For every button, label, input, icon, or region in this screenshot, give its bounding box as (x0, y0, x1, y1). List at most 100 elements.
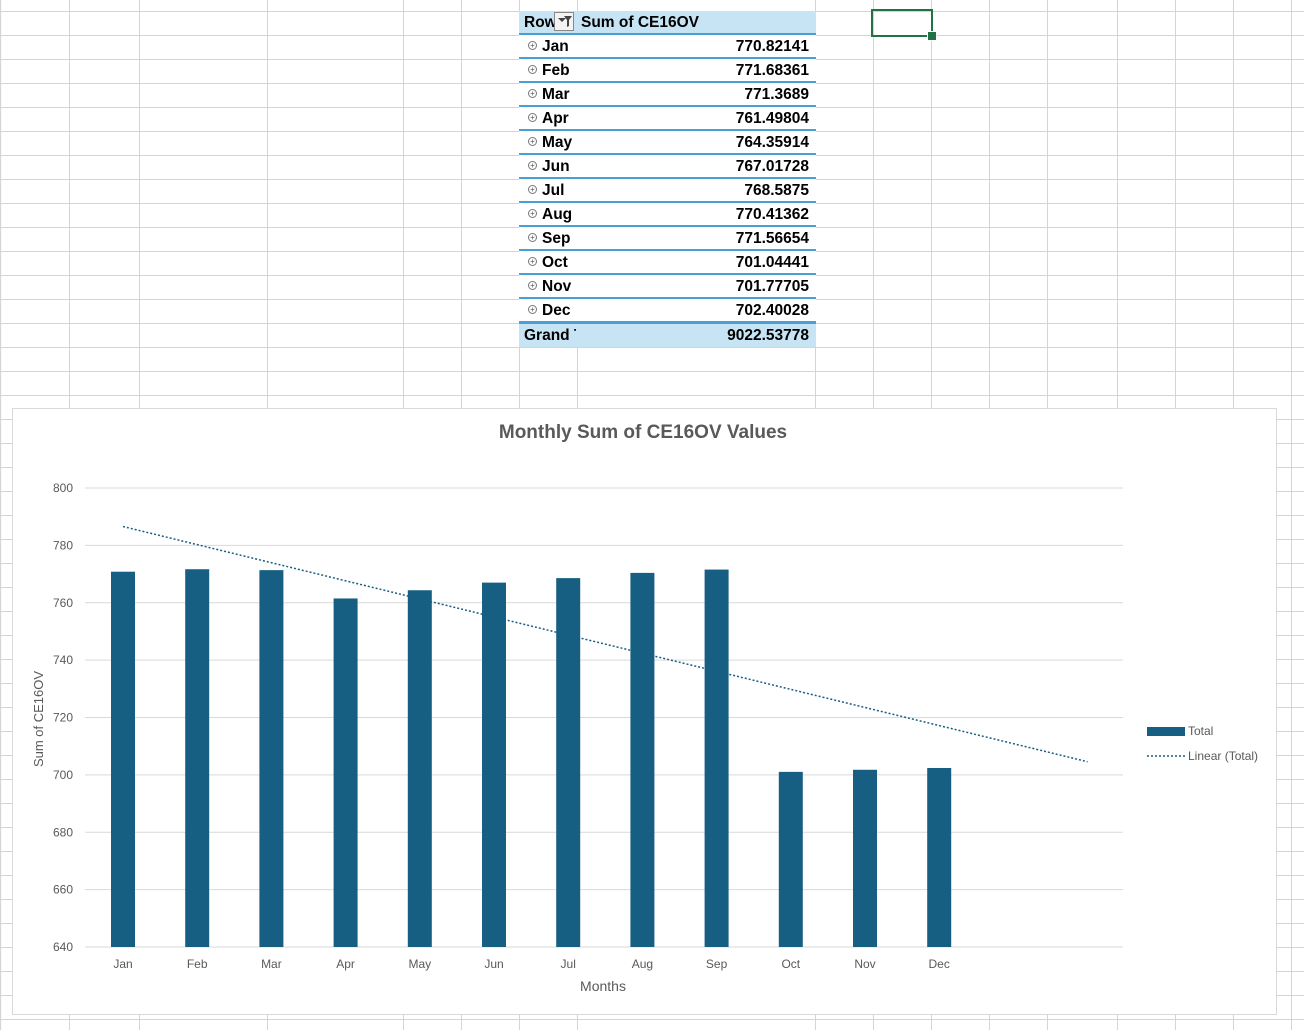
pivot-row[interactable]: + Aug 770.41362 (519, 203, 816, 227)
pivot-row-value[interactable]: 764.35914 (735, 134, 809, 151)
bar-jun (482, 582, 506, 947)
y-tick-label: 680 (53, 825, 73, 839)
x-tick-label: Nov (854, 957, 875, 971)
pivot-header-row[interactable]: Row Labels Sum of CE16OV (519, 11, 816, 35)
x-tick-label: May (408, 957, 431, 971)
pivot-row[interactable]: + May 764.35914 (519, 131, 816, 155)
y-tick-label: 640 (53, 940, 73, 954)
pivot-row-value[interactable]: 768.5875 (744, 182, 809, 199)
x-tick-label: Aug (632, 957, 653, 971)
plus-circle-icon[interactable]: + (528, 41, 537, 50)
bar-dec (927, 767, 952, 947)
grand-total-row[interactable]: Grand Total 9022.53778 (519, 323, 816, 347)
bar-may (407, 590, 432, 947)
pivot-row-label[interactable]: Aug (542, 206, 573, 223)
pivot-row-value[interactable]: 770.41362 (735, 206, 809, 223)
pivot-row-label[interactable]: Sep (542, 230, 571, 247)
pivot-row-label[interactable]: Feb (542, 62, 570, 79)
x-tick-label: Mar (261, 957, 282, 971)
x-tick-label: Jun (484, 957, 503, 971)
pivot-row-label[interactable]: Oct (542, 254, 568, 271)
legend-total-label: Total (1188, 724, 1213, 738)
plus-circle-icon[interactable]: + (528, 137, 537, 146)
plus-circle-icon[interactable]: + (528, 233, 537, 242)
row-labels-header[interactable]: Row Labels (524, 14, 554, 31)
x-axis-title: Months (580, 978, 626, 994)
pivot-row[interactable]: + Nov 701.77705 (519, 275, 816, 299)
pivot-row-label[interactable]: May (542, 134, 573, 151)
grid-column-line (1291, 0, 1292, 1030)
pivot-row-label[interactable]: Jun (542, 158, 570, 175)
pivot-row-value[interactable]: 771.3689 (744, 86, 809, 103)
pivot-row-label[interactable]: Mar (542, 86, 570, 103)
sum-of-ce16ov-header[interactable]: Sum of CE16OV (581, 14, 699, 31)
x-tick-label: Apr (336, 957, 355, 971)
pivot-row[interactable]: + Jun 767.01728 (519, 155, 816, 179)
pivot-row-value[interactable]: 701.77705 (735, 278, 809, 295)
chart-canvas: 640 660 680 700 720 740 760 780 800 Jan Feb Mar Apr M… (31, 422, 1258, 994)
pivot-row-label[interactable]: Nov (542, 278, 572, 295)
pivot-row[interactable]: + Mar 771.3689 (519, 83, 816, 107)
pivot-row-label[interactable]: Apr (542, 110, 569, 127)
bar-feb (185, 569, 210, 947)
pivot-row-value[interactable]: 767.01728 (735, 158, 809, 175)
plus-circle-icon[interactable]: + (528, 113, 537, 122)
x-tick-label: Dec (929, 957, 950, 971)
x-tick-label: Jul (561, 957, 576, 971)
plus-circle-icon[interactable]: + (528, 65, 537, 74)
y-tick-label: 720 (53, 711, 73, 725)
pivot-row-value[interactable]: 761.49804 (735, 110, 809, 127)
pivot-row[interactable]: + Jul 768.5875 (519, 179, 816, 203)
bar-jul (556, 578, 581, 947)
plus-circle-icon[interactable]: + (528, 305, 537, 314)
selected-cell[interactable] (871, 9, 933, 37)
x-tick-label: Sep (706, 957, 728, 971)
plus-circle-icon[interactable]: + (528, 185, 537, 194)
y-tick-label: 800 (53, 481, 73, 495)
bar-chart[interactable]: 640 660 680 700 720 740 760 780 800 Jan Feb Mar Apr M… (12, 408, 1277, 1015)
pivot-row-value[interactable]: 702.40028 (735, 302, 809, 319)
trendline (122, 525, 1088, 763)
bar-jan (111, 571, 135, 947)
pivot-row[interactable]: + Sep 771.56654 (519, 227, 816, 251)
x-tick-label: Jan (113, 957, 132, 971)
pivot-row-label[interactable]: Jul (542, 182, 565, 199)
pivot-row[interactable]: + Dec 702.40028 (519, 299, 816, 323)
pivot-row-label[interactable]: Dec (542, 302, 571, 319)
grand-total-value[interactable]: 9022.53778 (727, 327, 809, 344)
pivot-row-value[interactable]: 701.04441 (735, 254, 809, 271)
y-tick-label: 740 (53, 653, 73, 667)
pivot-row-value[interactable]: 771.56654 (735, 230, 809, 247)
bar-apr (333, 598, 358, 947)
chart-title: Monthly Sum of CE16OV Values (499, 422, 787, 443)
pivot-row-label[interactable]: Jan (542, 38, 569, 55)
x-tick-label: Oct (781, 957, 800, 971)
pivot-row[interactable]: + Oct 701.04441 (519, 251, 816, 275)
y-tick-label: 700 (53, 768, 73, 782)
bar-oct (778, 771, 803, 947)
legend-total-swatch (1147, 727, 1185, 736)
grand-total-label[interactable]: Grand Total (524, 327, 576, 344)
y-axis-title: Sum of CE16OV (31, 671, 46, 767)
plus-circle-icon[interactable]: + (528, 209, 537, 218)
y-tick-label: 780 (53, 538, 73, 552)
y-tick-label: 660 (53, 883, 73, 897)
pivot-row-value[interactable]: 771.68361 (735, 62, 809, 79)
plus-circle-icon[interactable]: + (528, 161, 537, 170)
pivot-row[interactable]: + Apr 761.49804 (519, 107, 816, 131)
plus-circle-icon[interactable]: + (528, 257, 537, 266)
pivot-row[interactable]: + Feb 771.68361 (519, 59, 816, 83)
y-tick-label: 760 (53, 596, 73, 610)
bar-nov (853, 769, 877, 947)
pivot-table[interactable]: Row Labels Sum of CE16OV + Jan 770.82141 + F… (519, 11, 816, 347)
x-tick-label: Feb (187, 957, 208, 971)
fill-handle[interactable] (927, 31, 937, 41)
bar-sep (704, 569, 729, 947)
legend-trendline-label: Linear (Total) (1188, 749, 1258, 763)
plus-circle-icon[interactable]: + (528, 89, 537, 98)
bar-mar (259, 570, 284, 947)
plus-circle-icon[interactable]: + (528, 281, 537, 290)
pivot-row-value[interactable]: 770.82141 (735, 38, 809, 55)
pivot-row[interactable]: + Jan 770.82141 (519, 35, 816, 59)
filter-dropdown-icon[interactable] (554, 12, 574, 31)
